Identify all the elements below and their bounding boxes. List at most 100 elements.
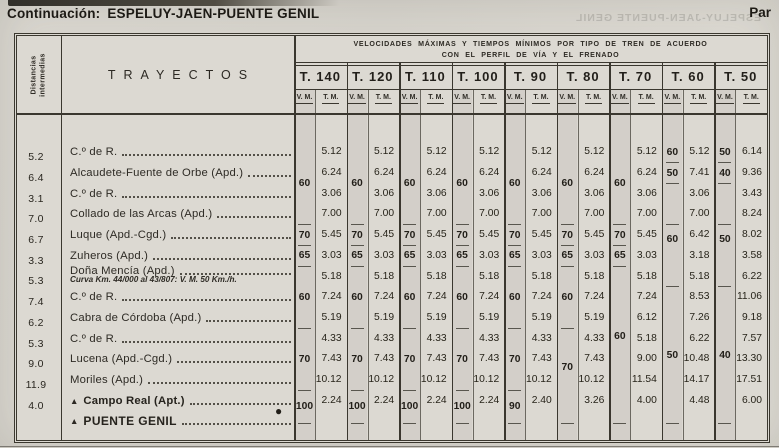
tm-value: 3.06: [426, 187, 447, 199]
vm-header-cell: V. M.: [557, 94, 578, 104]
tm-value: 10.48: [683, 353, 710, 365]
vm-header-label: V. M.: [348, 94, 366, 104]
vm-value: 100: [453, 401, 471, 413]
vm-value: 60: [403, 177, 416, 189]
station-row: ▲ PUENTE GENIL: [70, 413, 292, 430]
scan-smudge: [8, 0, 353, 6]
vm-boundary-tick: [560, 327, 574, 329]
trayectos-header: TRAYECTOS: [107, 68, 256, 82]
station-name: Lucena (Apd.-Cgd.): [70, 353, 173, 366]
leader-dots: [122, 299, 291, 302]
tm-value: 8.02: [741, 229, 762, 241]
vm-value: 70: [403, 353, 416, 365]
tm-value: 2.40: [531, 394, 552, 406]
vm-boundary-tick: [665, 182, 679, 184]
tm-value: 3.26: [584, 394, 605, 406]
distances-column-label: Distancias intermedias: [31, 53, 48, 97]
tm-value: 7.24: [531, 291, 552, 303]
vm-value: 60: [614, 177, 626, 189]
vm-header-label: V. M.: [400, 94, 419, 104]
vm-header-label: V. M.: [610, 94, 629, 104]
speed-caption-line2: CON EL PERFIL DE VÍA Y EL FRENADO: [441, 51, 620, 59]
tm-value: 11.54: [631, 374, 657, 386]
tm-value: 5.45: [426, 229, 447, 241]
distance-value: 4.0: [28, 399, 44, 412]
distance-value: 6.4: [28, 171, 44, 184]
tm-header-label: T. M.: [322, 94, 340, 104]
tm-value: 7.00: [374, 208, 395, 220]
vm-value: 50: [666, 167, 679, 179]
vm-value: 65: [351, 250, 363, 262]
distance-value: 3.1: [28, 192, 44, 205]
vm-boundary-tick: [455, 327, 469, 329]
tm-value: 5.19: [426, 311, 447, 323]
tm-value: 6.14: [741, 146, 762, 158]
tm-value: 7.24: [584, 291, 605, 303]
tm-value: 5.18: [636, 270, 657, 282]
tm-value: 2.24: [321, 394, 342, 406]
vm-value: 65: [561, 250, 573, 262]
tm-value: 4.33: [321, 332, 342, 344]
tm-value: 5.18: [321, 270, 342, 282]
vm-header-cell: V. M.: [504, 94, 525, 104]
station-name: Cabra de Córdoba (Apd.): [70, 311, 202, 324]
tm-value: 5.12: [636, 146, 657, 158]
vm-header-cell: V. M.: [294, 94, 315, 104]
station-name: C.º de R.: [70, 146, 118, 159]
station-row: Moriles (Apd.): [70, 372, 292, 389]
tm-value: 13.30: [736, 353, 762, 365]
vm-value: 100: [401, 401, 419, 413]
vm-boundary-tick: [665, 286, 679, 288]
tm-value: 5.45: [531, 229, 552, 241]
vm-value: 60: [403, 291, 416, 303]
vm-boundary-tick: [350, 327, 364, 329]
tm-header-cell: T. M.: [525, 94, 557, 104]
tm-value: 9.18: [741, 311, 762, 323]
tm-value: 6.22: [689, 332, 710, 344]
tm-value: 5.45: [636, 229, 657, 241]
vm-value: 70: [508, 353, 521, 365]
station-triangle-icon: ▲: [70, 395, 79, 406]
vm-value: 100: [348, 401, 366, 413]
tm-header-cell: T. M.: [473, 94, 505, 104]
tm-value: 6.24: [636, 167, 657, 179]
vm-boundary-tick: [455, 389, 469, 391]
vm-header-cell: V. M.: [347, 94, 368, 104]
tm-value: 5.12: [374, 146, 395, 158]
tm-value: 14.17: [683, 374, 710, 386]
vm-value: 70: [614, 229, 626, 241]
tm-value: 3.03: [321, 249, 342, 261]
vm-boundary-tick: [403, 265, 417, 267]
station-row: Luque (Apd.-Cgd.): [70, 227, 292, 244]
station-name: C.º de R.: [70, 332, 118, 345]
vm-value: 60: [456, 177, 468, 189]
vm-boundary-tick: [298, 244, 311, 247]
tm-header-label: T. M.: [374, 94, 392, 104]
station-triangle-icon: ▲: [70, 416, 79, 427]
vm-boundary-tick: [718, 224, 732, 226]
tm-value: 10.12: [420, 374, 447, 386]
vm-value: 60: [351, 291, 363, 303]
tm-value: 11.06: [736, 291, 762, 303]
station-name: Zuheros (Apd.): [70, 249, 149, 262]
tm-value: 5.45: [374, 229, 395, 241]
vm-value: 60: [456, 291, 468, 303]
tm-value: 3.03: [374, 249, 395, 261]
tm-header-label: T. M.: [742, 94, 760, 104]
tm-header-label: T. M.: [584, 94, 603, 104]
train-type-header: T. 120: [352, 69, 394, 84]
tm-header-label: T. M.: [479, 94, 498, 104]
tm-value: 6.22: [741, 270, 762, 282]
distance-value: 7.0: [28, 213, 44, 226]
vm-header-label: V. M.: [505, 94, 524, 104]
speed-caption-line1: VELOCIDADES MÁXIMAS Y TIEMPOS MÍNIMOS PO…: [353, 40, 708, 48]
tm-value: 5.12: [321, 146, 342, 158]
leader-dots: [148, 382, 291, 385]
distances-column-header: Distancias intermedias: [17, 42, 61, 108]
tm-header-cell: T. M.: [630, 94, 662, 104]
station-name: PUENTE GENIL: [83, 414, 177, 429]
tm-value: 4.33: [374, 332, 395, 344]
tm-value: 7.24: [374, 291, 395, 303]
tm-value: 7.26: [689, 311, 710, 323]
